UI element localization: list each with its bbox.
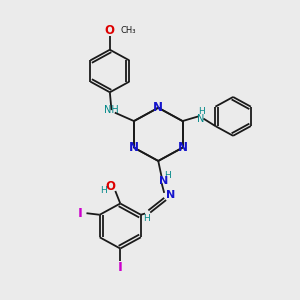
Text: O: O [105, 25, 115, 38]
Text: H: H [164, 172, 171, 181]
Text: I: I [118, 261, 123, 274]
Text: N: N [129, 141, 139, 154]
Text: O: O [105, 180, 116, 193]
Text: H: H [100, 187, 107, 196]
Text: NH: NH [104, 105, 119, 115]
Text: CH₃: CH₃ [120, 26, 136, 35]
Text: I: I [78, 207, 83, 220]
Text: H: H [143, 214, 150, 223]
Text: N: N [178, 141, 188, 154]
Text: N: N [197, 114, 204, 124]
Text: N: N [166, 190, 175, 200]
Text: N: N [153, 101, 163, 114]
Text: N: N [159, 176, 168, 186]
Text: H: H [198, 107, 205, 116]
